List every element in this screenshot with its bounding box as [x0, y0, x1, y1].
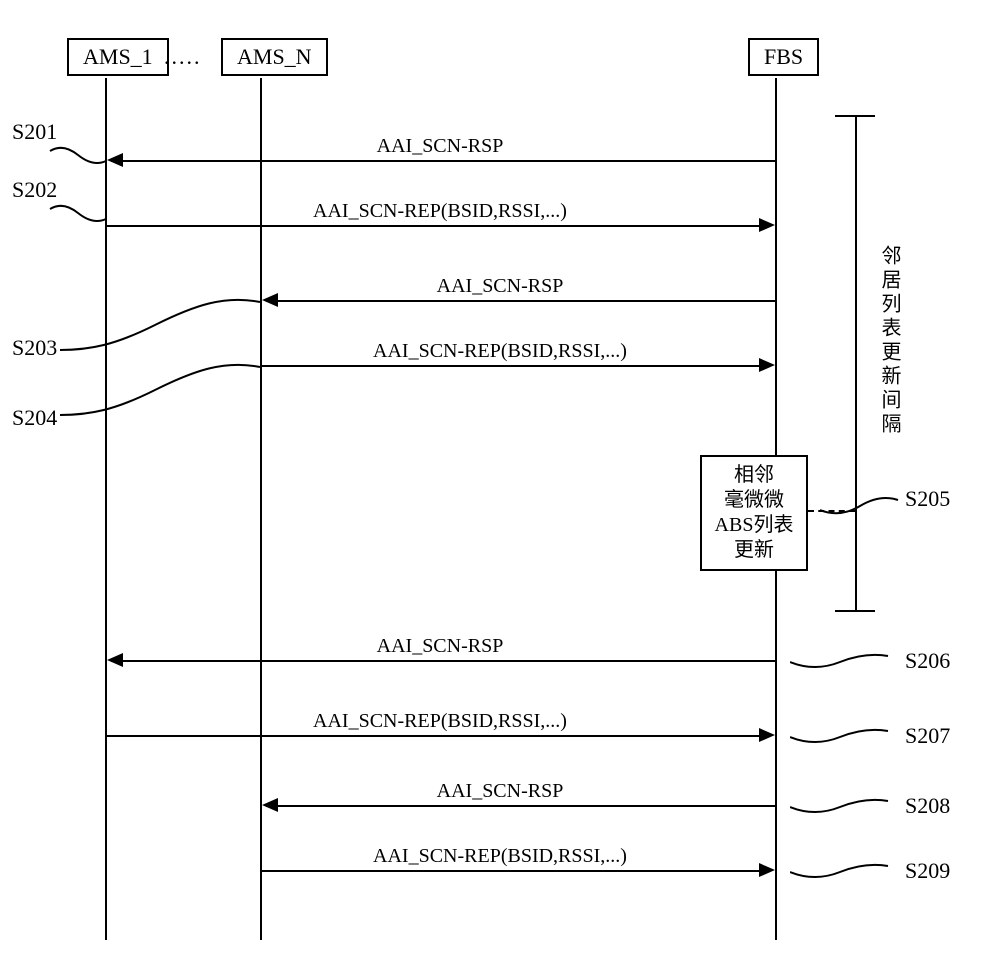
participant-fbs: FBS [748, 38, 819, 76]
step-s208-label: S208 [905, 793, 950, 819]
participant-dots: ..... [164, 44, 202, 70]
msg-m6-arrow [107, 653, 123, 667]
msg-m4-arrow [759, 358, 775, 372]
msg-m7-arrow [759, 728, 775, 742]
participant-amsn-label: AMS_N [237, 44, 312, 69]
interval-cap-bottom [835, 610, 875, 612]
msg-m3-line [266, 300, 775, 302]
msg-m2-text: AAI_SCN-REP(BSID,RSSI,...) [260, 200, 620, 223]
msg-m4-line [262, 365, 769, 367]
update-box-line3: ABS列表 [710, 513, 798, 538]
msg-m3-text: AAI_SCN-RSP [360, 275, 640, 298]
step-s209-label: S209 [905, 858, 950, 884]
step-s207-tilde [790, 725, 850, 745]
step-s205-tilde [820, 494, 880, 514]
interval-label: 邻居列表更新间隔 [875, 245, 904, 437]
step-s202-tilde [48, 203, 108, 223]
sequence-diagram: AMS_1 AMS_N FBS ..... 邻居列表更新间隔 AAI_SCN-R… [0, 0, 1000, 960]
update-box-line4: 更新 [710, 538, 798, 563]
step-s206-label: S206 [905, 648, 950, 674]
step-s201-tilde [48, 145, 108, 165]
msg-m1-text: AAI_SCN-RSP [300, 135, 580, 158]
update-box-line2: 毫微微 [710, 488, 798, 513]
step-s201-label: S201 [12, 119, 57, 145]
participant-ams1-label: AMS_1 [83, 44, 153, 69]
step-s208-tilde [790, 795, 850, 815]
step-s203-label: S203 [12, 335, 57, 361]
interval-bar [855, 115, 857, 610]
step-s204-curve [60, 355, 270, 435]
step-s202-label: S202 [12, 177, 57, 203]
msg-m9-arrow [759, 863, 775, 877]
step-s209-tilde [790, 860, 850, 880]
step-s204-label: S204 [12, 405, 57, 431]
msg-m9-text: AAI_SCN-REP(BSID,RSSI,...) [320, 845, 680, 868]
msg-m8-line [266, 805, 775, 807]
step-s205-label: S205 [905, 486, 950, 512]
participant-ams1: AMS_1 [67, 38, 169, 76]
msg-m7-line [107, 735, 769, 737]
msg-m2-arrow [759, 218, 775, 232]
msg-m8-arrow [262, 798, 278, 812]
msg-m6-line [111, 660, 775, 662]
msg-m7-text: AAI_SCN-REP(BSID,RSSI,...) [260, 710, 620, 733]
step-s207-label: S207 [905, 723, 950, 749]
msg-m8-text: AAI_SCN-RSP [360, 780, 640, 803]
update-box: 相邻 毫微微 ABS列表 更新 [700, 455, 808, 571]
msg-m1-arrow [107, 153, 123, 167]
step-s206-tilde [790, 650, 850, 670]
msg-m2-line [107, 225, 769, 227]
update-box-line1: 相邻 [710, 463, 798, 488]
msg-m1-line [111, 160, 775, 162]
participant-amsn: AMS_N [221, 38, 328, 76]
participant-fbs-label: FBS [764, 44, 803, 69]
msg-m9-line [262, 870, 769, 872]
msg-m4-text: AAI_SCN-REP(BSID,RSSI,...) [320, 340, 680, 363]
msg-m6-text: AAI_SCN-RSP [300, 635, 580, 658]
